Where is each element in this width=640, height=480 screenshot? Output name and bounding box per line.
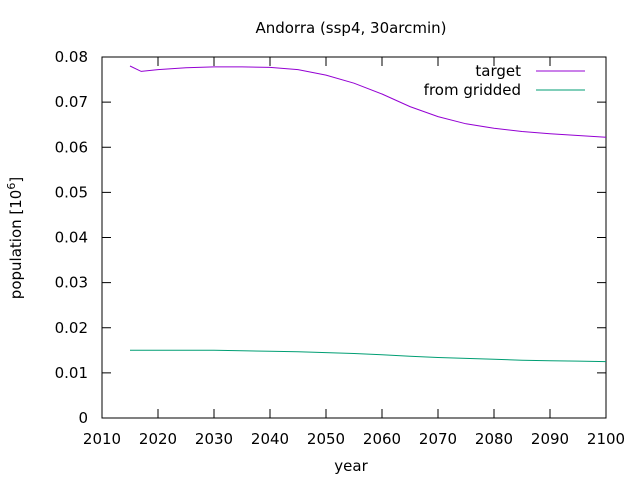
y-tick-label: 0.08 (55, 48, 88, 66)
series-line-target (129, 65, 607, 138)
y-axis-label-main: population [10 (7, 190, 25, 300)
series-line-from-gridded (130, 349, 607, 363)
x-tick-label: 2040 (251, 430, 289, 448)
x-tick-label: 2080 (475, 430, 513, 448)
x-tick-label: 2020 (139, 430, 177, 448)
x-tick-label: 2030 (195, 430, 233, 448)
legend-label-from-gridded: from gridded (424, 81, 521, 99)
y-tick-label: 0.06 (55, 138, 88, 156)
x-tick-label: 2050 (307, 430, 345, 448)
plot-frame (101, 56, 607, 419)
y-axis-label-close: ] (7, 177, 25, 183)
legend-label-target: target (475, 62, 521, 80)
y-tick-label: 0.05 (55, 183, 88, 201)
x-tick-label: 2010 (83, 430, 121, 448)
y-axis: 0 0.01 0.02 0.03 0.04 0.05 0.06 0.07 0.08 (55, 48, 606, 427)
y-tick-label: 0.04 (55, 229, 88, 247)
chart-title: Andorra (ssp4, 30arcmin) (255, 19, 446, 37)
x-tick-label: 2060 (363, 430, 401, 448)
x-tick-label: 2070 (419, 430, 457, 448)
y-tick-label: 0 (78, 409, 88, 427)
y-tick-label: 0.03 (55, 274, 88, 292)
y-tick-label: 0.02 (55, 319, 88, 337)
x-tick-label: 2100 (587, 430, 625, 448)
y-tick-label: 0.01 (55, 364, 88, 382)
series-group (129, 65, 607, 363)
x-tick-label: 2090 (531, 430, 569, 448)
y-axis-label: population [106] (5, 177, 25, 299)
x-axis: 2010 2020 2030 2040 2050 2060 2070 2080 2090 2100 (83, 57, 625, 448)
y-axis-label-exponent: 6 (5, 183, 18, 190)
y-tick-label: 0.07 (55, 93, 88, 111)
x-axis-label: year (334, 457, 368, 475)
